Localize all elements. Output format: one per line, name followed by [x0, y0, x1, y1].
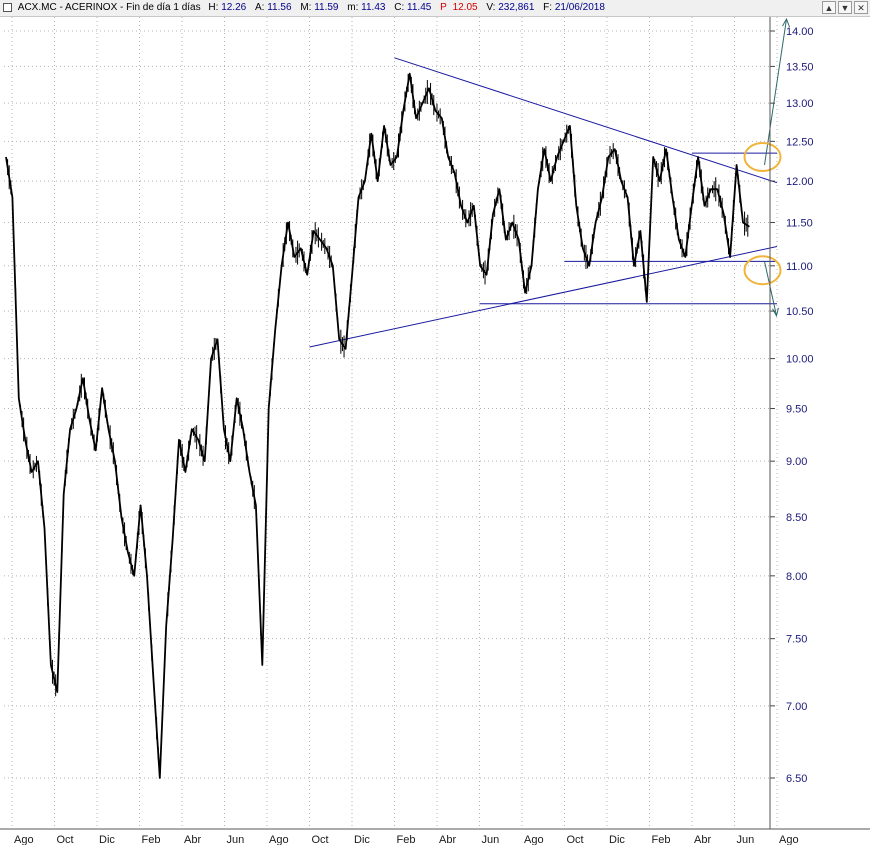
y-axis: 14.00 13.50 13.00 12.50 12.00 11.50 11.00 10.50… — [769, 17, 814, 829]
x-tick-label: Feb — [142, 834, 161, 845]
x-tick-label: Dic — [609, 834, 625, 845]
x-tick-label: Feb — [397, 834, 416, 845]
y-tick-label: 10.50 — [786, 306, 814, 318]
x-tick-label: Feb — [652, 834, 671, 845]
high-label: H: — [208, 2, 219, 13]
y-tick-label: 14.00 — [786, 26, 814, 38]
y-tick-label: 11.00 — [786, 261, 813, 273]
y-tick-label: 7.00 — [786, 701, 807, 713]
y-tick-label: 12.50 — [786, 136, 814, 148]
price-series — [5, 72, 750, 779]
x-tick-label: Dic — [354, 834, 370, 845]
x-axis: Ago Oct Dic Feb Abr Jun Ago Oct Dic Feb Abr Jun Ago O… — [0, 828, 870, 845]
y-tick-label: 9.50 — [786, 404, 807, 416]
x-tick-label: Ago — [14, 834, 34, 845]
scroll-down-button[interactable]: ▼ — [838, 1, 852, 14]
mid-value: 11.59 — [314, 2, 339, 13]
scroll-up-button[interactable]: ▲ — [822, 1, 836, 14]
y-tick-label: 11.50 — [786, 218, 813, 230]
window-buttons: ▲ ▼ ✕ — [822, 1, 868, 15]
x-tick-label: Ago — [779, 834, 799, 845]
volume-label: V: — [486, 2, 496, 13]
mid-label: M: — [300, 2, 312, 13]
y-tick-label: 6.50 — [786, 773, 807, 785]
x-tick-label: Ago — [524, 834, 544, 845]
chart-header: ACX.MC - ACERINOX - Fin de día 1 días H:… — [0, 0, 870, 17]
p-value: 12.05 — [452, 2, 478, 13]
x-tick-label: Dic — [99, 834, 115, 845]
y-tick-label: 12.00 — [786, 176, 814, 188]
descending-trendline — [394, 57, 778, 184]
p-label: P — [440, 2, 447, 13]
highlight-circle — [743, 255, 782, 286]
date-value: 21/06/2018 — [554, 2, 605, 13]
high-value: 12.26 — [221, 2, 247, 13]
gridlines — [4, 17, 778, 827]
x-tick-label: Ago — [269, 834, 289, 845]
y-tick-label: 10.00 — [786, 354, 814, 366]
open-value: 11.56 — [267, 2, 292, 13]
x-tick-label: Jun — [227, 834, 245, 845]
x-tick-label: Oct — [57, 834, 74, 845]
x-tick-label: Abr — [694, 834, 711, 845]
close-value: 11.45 — [407, 2, 432, 13]
y-tick-label: 13.00 — [786, 98, 814, 110]
ascending-trendline — [309, 246, 778, 348]
x-tick-label: Abr — [184, 834, 201, 845]
x-tick-label: Oct — [312, 834, 329, 845]
low-label: m: — [347, 2, 359, 13]
close-label: C: — [394, 2, 405, 13]
highlight-circle — [743, 142, 782, 173]
price-line — [5, 72, 750, 779]
chart-menu-icon[interactable] — [3, 2, 12, 12]
volume-value: 232,861 — [498, 2, 535, 13]
price-chart: 14.00 13.50 13.00 12.50 12.00 11.50 11.00 10.50… — [0, 17, 870, 845]
y-tick-label: 8.50 — [786, 512, 807, 524]
ticker-label: ACX.MC - ACERINOX - Fin de día 1 días — [17, 2, 201, 13]
x-tick-label: Oct — [567, 834, 584, 845]
x-tick-label: Jun — [482, 834, 500, 845]
low-value: 11.43 — [361, 2, 386, 13]
x-tick-label: Abr — [439, 834, 456, 845]
open-label: A: — [255, 2, 265, 13]
projection-arrowhead — [782, 17, 790, 28]
y-tick-label: 9.00 — [786, 456, 807, 468]
projection-arrow — [764, 18, 787, 166]
x-tick-label: Jun — [737, 834, 755, 845]
y-tick-label: 13.50 — [786, 61, 814, 73]
close-button[interactable]: ✕ — [854, 1, 868, 14]
y-tick-label: 7.50 — [786, 634, 807, 646]
date-label: F: — [543, 2, 553, 13]
y-tick-label: 8.00 — [786, 571, 807, 583]
